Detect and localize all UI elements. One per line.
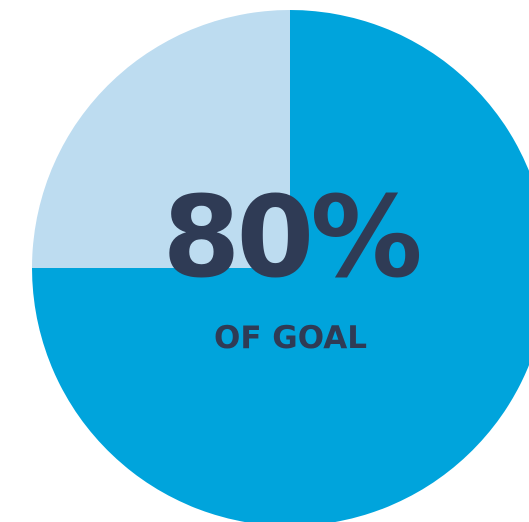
pie-slice-remaining [32,10,290,268]
pie-slice-achieved [32,10,529,522]
percent-value: 80% [162,173,422,303]
goal-caption: OF GOAL [213,320,368,356]
